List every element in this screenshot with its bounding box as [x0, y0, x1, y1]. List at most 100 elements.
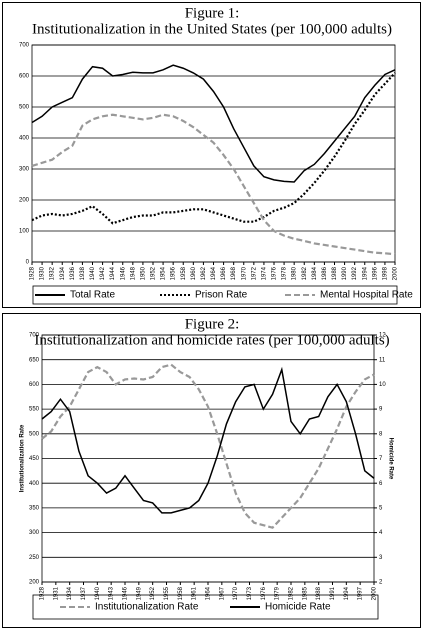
y-tick-label: 550: [29, 407, 40, 413]
x-tick-label: 1954: [161, 266, 167, 280]
x-tick-label: 1946: [123, 586, 129, 600]
x-tick-label: 1928: [30, 266, 36, 280]
x-tick-label: 1998: [382, 266, 388, 280]
x-tick-label: 1974: [261, 266, 267, 280]
figure-frame: [2, 313, 421, 628]
y-tick-label: 300: [19, 167, 30, 173]
x-tick-label: 1966: [221, 266, 227, 280]
x-tick-label: 1949: [136, 586, 142, 600]
x-tick-label: 2000: [393, 266, 399, 280]
x-tick-label: 1976: [272, 266, 278, 280]
y-tick-label: 200: [19, 198, 30, 204]
x-tick-label: 1948: [130, 266, 136, 280]
chart-subtitle: Institutionalization in the United State…: [32, 21, 392, 37]
y-tick-label: 600: [19, 74, 30, 80]
x-tick-label: 1980: [292, 266, 298, 280]
x-tick-label: 1956: [171, 266, 177, 280]
y2-tick-label: 7: [379, 456, 383, 462]
legend-frame: [32, 594, 379, 620]
series-line: [41, 366, 375, 514]
y-tick-label: 650: [29, 357, 40, 363]
x-tick-label: 1950: [140, 266, 146, 280]
x-tick-label: 1937: [81, 586, 87, 600]
x-tick-label: 1961: [192, 586, 198, 600]
x-tick-label: 2000: [372, 586, 378, 600]
x-tick-label: 1964: [211, 266, 217, 280]
x-tick-label: 1984: [312, 266, 318, 280]
y2-tick-label: 6: [379, 481, 383, 487]
x-tick-label: 1978: [282, 266, 288, 280]
x-tick-label: 1970: [233, 586, 239, 600]
x-tick-label: 1970: [241, 266, 247, 280]
x-tick-label: 1940: [90, 266, 96, 280]
x-tick-label: 1943: [109, 586, 115, 600]
y2-tick-label: 9: [379, 407, 383, 413]
x-tick-label: 1985: [302, 586, 308, 600]
x-tick-label: 1942: [100, 266, 106, 280]
x-tick-label: 1967: [219, 586, 225, 600]
y2-tick-label: 10: [379, 382, 386, 388]
x-tick-label: 1936: [70, 266, 76, 280]
x-tick-label: 1988: [332, 266, 338, 280]
y2-tick-label: 2: [379, 580, 383, 586]
y2-tick-label: 12: [379, 333, 386, 339]
x-tick-label: 1958: [178, 586, 184, 600]
y-tick-label: 400: [19, 136, 30, 142]
x-tick-label: 1944: [110, 266, 116, 280]
y2-axis-title: Homicide Rate: [387, 438, 393, 480]
x-tick-label: 1938: [80, 266, 86, 280]
legend-label: Institutionalization Rate: [95, 602, 199, 613]
x-tick-label: 1928: [40, 586, 46, 600]
y-tick-label: 350: [29, 505, 40, 511]
y2-tick-label: 4: [379, 530, 383, 536]
x-tick-label: 1982: [302, 266, 308, 280]
y-axis-title: Institutionalization Rate: [20, 424, 26, 492]
series-line: [41, 363, 375, 529]
x-tick-label: 1992: [352, 266, 358, 280]
x-tick-label: 1958: [181, 266, 187, 280]
y-tick-label: 0: [26, 260, 30, 266]
y-tick-label: 500: [29, 431, 40, 437]
x-tick-label: 1930: [40, 266, 46, 280]
plot-frame: [41, 334, 375, 583]
figure-frame: [2, 2, 421, 308]
legend-frame: [32, 285, 398, 305]
chart-title: Figure 1:: [185, 5, 240, 21]
y-tick-label: 250: [29, 555, 40, 561]
y-tick-label: 200: [29, 580, 40, 586]
x-tick-label: 1982: [289, 586, 295, 600]
x-tick-label: 1940: [95, 586, 101, 600]
legend-label: Homicide Rate: [265, 602, 331, 613]
x-tick-label: 1952: [150, 586, 156, 600]
x-tick-label: 1972: [251, 266, 257, 280]
x-tick-label: 1962: [201, 266, 207, 280]
x-tick-label: 1955: [164, 586, 170, 600]
legend-label: Total Rate: [70, 290, 115, 301]
x-tick-label: 1932: [50, 266, 56, 280]
y-tick-label: 700: [29, 333, 40, 339]
x-tick-label: 1934: [60, 266, 66, 280]
chart-subtitle: Institutionalization and homicide rates …: [34, 332, 389, 348]
x-tick-label: 1934: [67, 586, 73, 600]
legend-label: Mental Hospital Rate: [320, 290, 413, 301]
x-tick-label: 1990: [342, 266, 348, 280]
x-tick-label: 1931: [53, 586, 59, 600]
x-tick-label: 1979: [275, 586, 281, 600]
x-tick-label: 1991: [330, 586, 336, 600]
x-tick-label: 1986: [322, 266, 328, 280]
y2-tick-label: 3: [379, 555, 383, 561]
x-tick-label: 1988: [316, 586, 322, 600]
x-tick-label: 1994: [362, 266, 368, 280]
x-tick-label: 1960: [191, 266, 197, 280]
y-tick-label: 400: [29, 481, 40, 487]
plot-frame: [31, 44, 396, 263]
legend-label: Prison Rate: [195, 290, 248, 301]
series-line: [31, 64, 396, 183]
y-tick-label: 700: [19, 43, 30, 49]
y2-tick-label: 11: [379, 357, 386, 363]
x-tick-label: 1997: [358, 586, 364, 600]
chart-title: Figure 2:: [185, 316, 240, 332]
x-tick-label: 1964: [206, 586, 212, 600]
y2-tick-label: 5: [379, 505, 383, 511]
